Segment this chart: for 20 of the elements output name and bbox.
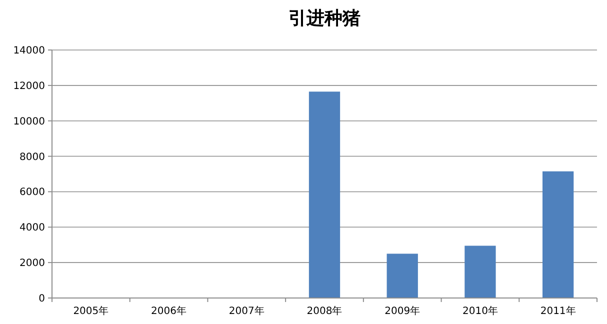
- x-tick-label: 2007年: [228, 305, 264, 317]
- y-tick-label: 2000: [20, 258, 45, 270]
- y-tick-label: 0: [38, 294, 45, 304]
- chart-title: 引进种猪: [288, 8, 360, 29]
- x-tick-label: 2010年: [462, 305, 498, 317]
- bar: [464, 246, 496, 298]
- x-tick-label: 2011年: [540, 305, 576, 317]
- y-tick-label: 12000: [13, 80, 45, 92]
- x-tick-label: 2009年: [384, 305, 420, 317]
- x-tick-label: 2008年: [306, 305, 342, 317]
- bar: [386, 254, 418, 298]
- y-tick-label: 14000: [13, 46, 45, 56]
- y-tick-label: 10000: [13, 116, 45, 128]
- y-tick-label: 4000: [20, 222, 45, 234]
- bar: [308, 92, 340, 298]
- y-tick-label: 8000: [20, 152, 45, 163]
- x-tick-label: 2006年: [151, 305, 187, 317]
- x-tick-label: 2005年: [73, 305, 109, 317]
- bar: [542, 171, 574, 298]
- y-tick-label: 6000: [20, 187, 45, 198]
